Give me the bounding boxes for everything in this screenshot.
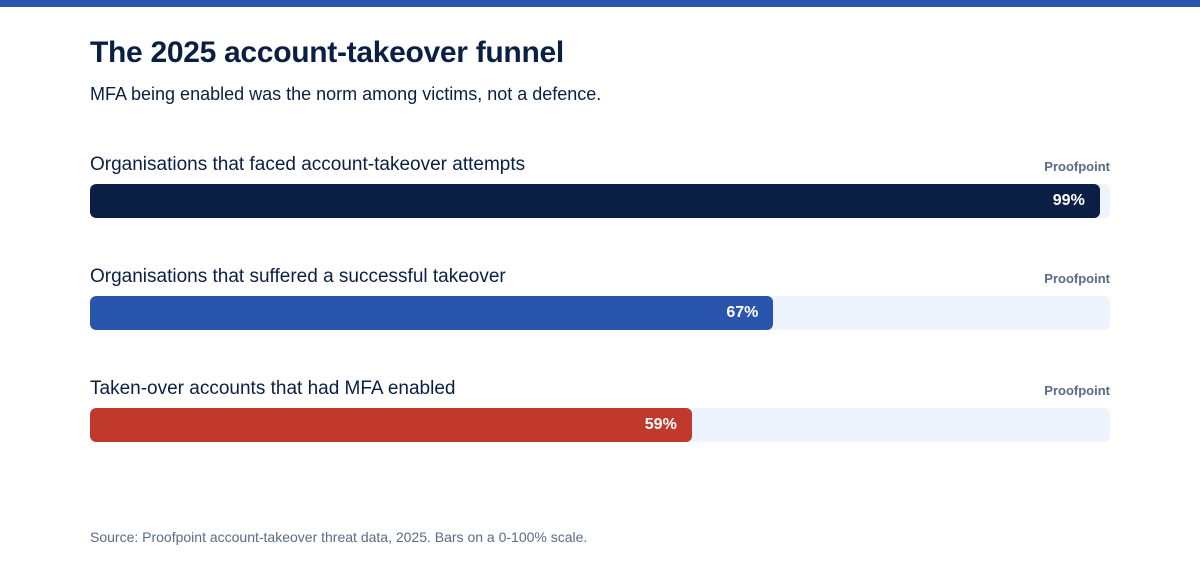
funnel-chart: Organisations that faced account-takeove…	[90, 150, 1110, 486]
bar-label: Organisations that faced account-takeove…	[90, 154, 526, 175]
bar-fill: 99%	[90, 184, 1100, 218]
bar-source: Proofpoint	[1044, 271, 1110, 286]
bar-fill: 59%	[90, 408, 692, 442]
chart-subtitle: MFA being enabled was the norm among vic…	[90, 84, 602, 104]
bar-value-label: 59%	[644, 416, 677, 433]
bar-source: Proofpoint	[1044, 383, 1110, 398]
source-footnote: Source: Proofpoint account-takeover thre…	[90, 529, 588, 545]
bar-value-label: 99%	[1052, 192, 1085, 209]
bar-label: Organisations that suffered a successful…	[90, 266, 506, 287]
bar-fill: 67%	[90, 296, 774, 330]
bar-label: Taken-over accounts that had MFA enabled	[90, 378, 456, 399]
top-accent-bar	[0, 0, 1200, 7]
bar-source: Proofpoint	[1044, 159, 1110, 174]
bar-track: 67%	[90, 296, 1110, 330]
chart-title: The 2025 account-takeover funnel	[90, 36, 564, 69]
bar-track: 59%	[90, 408, 1110, 442]
bar-value-label: 67%	[726, 304, 759, 321]
bar-row: Taken-over accounts that had MFA enabled…	[90, 374, 1110, 486]
bar-row: Organisations that suffered a successful…	[90, 262, 1110, 374]
bar-row: Organisations that faced account-takeove…	[90, 150, 1110, 262]
bar-track: 99%	[90, 184, 1110, 218]
